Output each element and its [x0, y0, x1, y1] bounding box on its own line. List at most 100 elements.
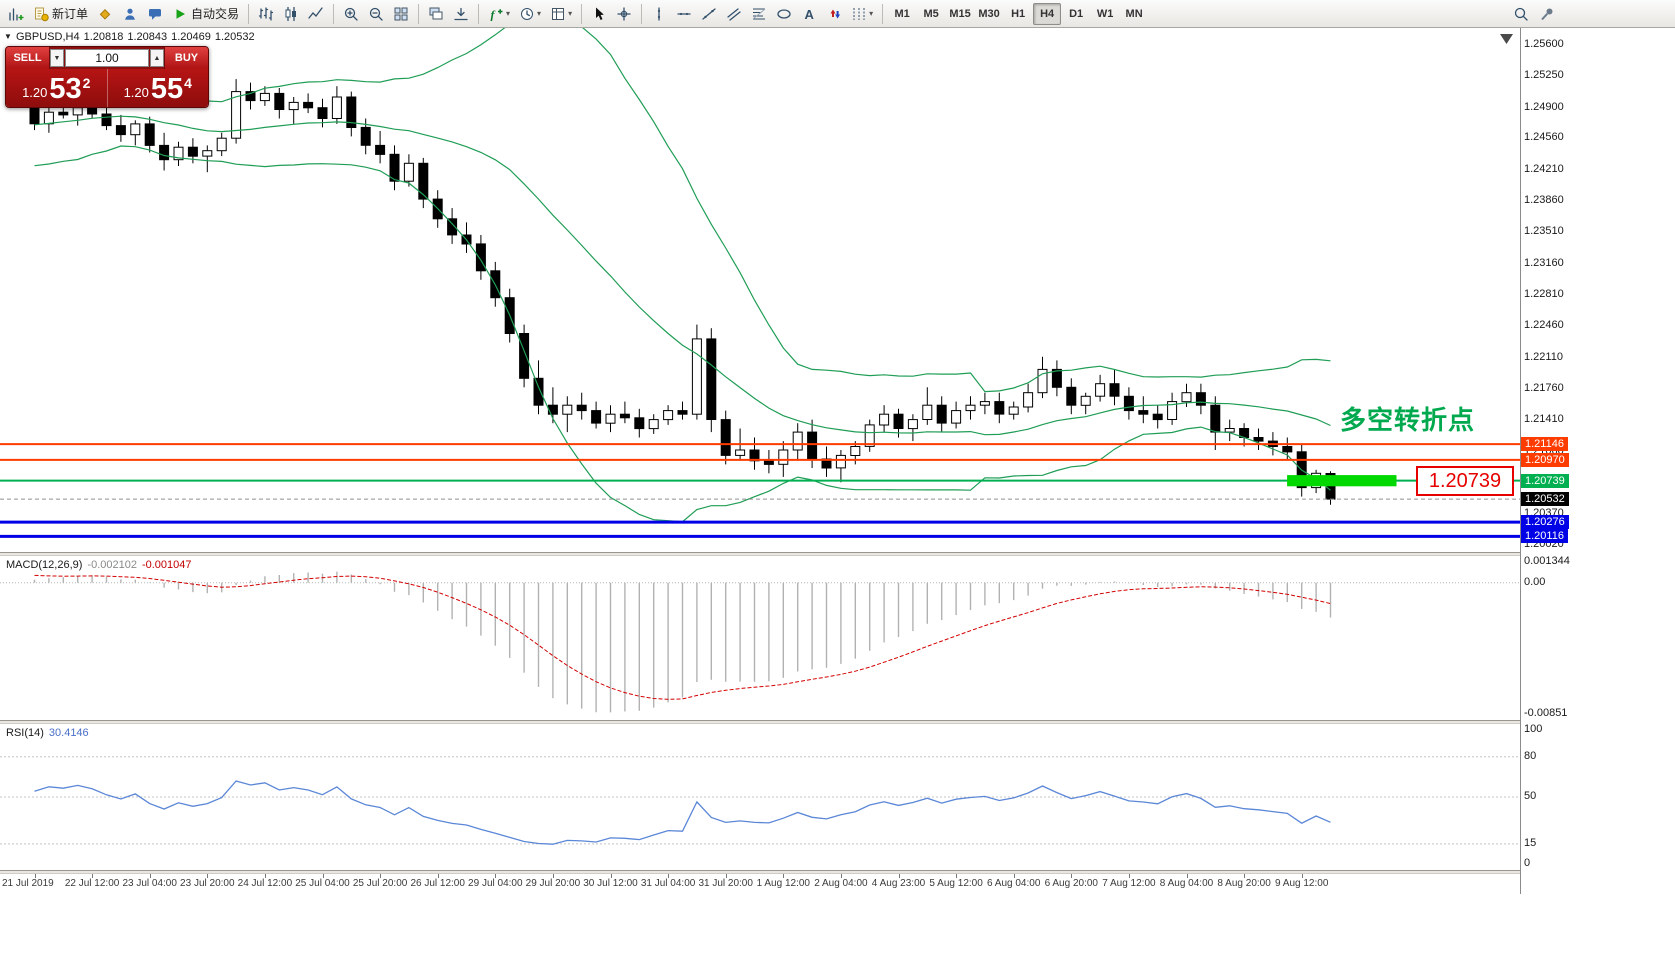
timeframe-mn-button[interactable]: MN	[1120, 3, 1148, 25]
price-tag-bid: 1.20532	[1521, 492, 1569, 507]
time-axis-label: 4 Aug 23:00	[871, 878, 926, 889]
zoom-in-button[interactable]	[339, 2, 363, 26]
toolbar-separator	[478, 3, 480, 24]
vertical-line-button[interactable]	[647, 2, 671, 26]
price-axis-border	[1520, 28, 1521, 894]
search-button[interactable]	[1509, 2, 1533, 26]
buy-price-big: 55	[150, 73, 184, 105]
new-chart-button[interactable]	[4, 2, 28, 26]
zoom-out-icon	[368, 6, 384, 22]
bar-chart-mode-button[interactable]	[254, 2, 278, 26]
toolbar-separator	[882, 3, 884, 24]
price-axis: 1.25600 1.25250 1.24900 1.24560 1.24210 1.238…	[1521, 28, 1675, 894]
toolbar-separator	[333, 3, 335, 24]
rsi-panel[interactable]	[0, 724, 1520, 870]
main-chart[interactable]	[0, 10, 1520, 552]
trendline-button[interactable]	[697, 2, 721, 26]
shapes-icon	[776, 6, 792, 22]
cycle-lines-button[interactable]: ▾	[847, 2, 877, 26]
autotrading-button[interactable]: 自动交易	[168, 2, 243, 26]
time-axis-tick	[34, 874, 36, 878]
price-axis-label: 1.24560	[1524, 131, 1564, 144]
templates-button[interactable]: ▾	[546, 2, 576, 26]
time-axis-label: 2 Aug 04:00	[814, 878, 868, 889]
crosshair-button[interactable]	[612, 2, 636, 26]
timeframe-m1-button[interactable]: M1	[888, 3, 916, 25]
arrow-objects-button[interactable]	[822, 2, 846, 26]
panel-splitter[interactable]	[0, 552, 1675, 556]
arrows-icon	[826, 6, 842, 22]
one-click-collapse-arrow[interactable]: ▼	[4, 32, 12, 41]
fibonacci-button[interactable]	[747, 2, 771, 26]
main-chart-svg[interactable]	[0, 10, 1520, 552]
text-label-button[interactable]: A	[797, 2, 821, 26]
sell-price-display[interactable]: 1.20 53 2	[6, 69, 108, 107]
timeframe-h4-button[interactable]: H4	[1033, 2, 1062, 25]
time-axis-tick	[92, 874, 94, 878]
time-axis-tick	[725, 874, 727, 878]
panel-splitter[interactable]	[0, 870, 1675, 874]
magnifier-icon	[1513, 6, 1529, 22]
toolbar: 新订单 自动交易 f ▾ ▾ ▾ A ▾ M1 M5 M15 M30 H1 H4 D1 W1 MN	[0, 0, 1675, 28]
chart-shift-button[interactable]	[449, 2, 473, 26]
profile-button[interactable]	[118, 2, 142, 26]
indicators-button[interactable]: f ▾	[484, 2, 514, 26]
toolbar-separator	[248, 3, 250, 24]
candlestick-mode-button[interactable]	[279, 2, 303, 26]
buy-price-display[interactable]: 1.20 55 4	[108, 69, 209, 107]
cursor-button[interactable]	[587, 2, 611, 26]
timeframe-m5-button[interactable]: M5	[917, 3, 945, 25]
trendline-icon	[701, 6, 717, 22]
volume-decrease-button[interactable]: ▼	[50, 49, 64, 67]
sell-button[interactable]: SELL	[6, 47, 50, 69]
chevron-down-icon: ▾	[506, 9, 511, 18]
panel-splitter[interactable]	[0, 720, 1675, 724]
auto-scroll-button[interactable]	[424, 2, 448, 26]
timeframe-d1-button[interactable]: D1	[1062, 3, 1090, 25]
shapes-button[interactable]	[772, 2, 796, 26]
time-axis-label: 23 Jul 20:00	[180, 878, 235, 889]
macd-svg[interactable]	[0, 556, 1520, 720]
macd-axis-label: 0.00	[1524, 575, 1546, 588]
timeframe-w1-button[interactable]: W1	[1091, 3, 1119, 25]
time-axis-tick	[1128, 874, 1130, 878]
price-axis-label: 1.22460	[1524, 319, 1564, 332]
price-axis-label: 1.21410	[1524, 413, 1564, 426]
rsi-label: RSI(14)	[6, 727, 44, 739]
time-axis-label: 29 Jul 20:00	[525, 878, 581, 889]
horizontal-line-button[interactable]	[672, 2, 696, 26]
timeframe-m15-button[interactable]: M15	[946, 3, 974, 25]
time-axis-label: 29 Jul 04:00	[468, 878, 523, 889]
svg-text:A: A	[805, 7, 815, 22]
time-axis-label: 24 Jul 12:00	[237, 878, 293, 889]
timeframe-h1-button[interactable]: H1	[1004, 3, 1032, 25]
new-order-button[interactable]: 新订单	[29, 2, 92, 26]
tile-windows-button[interactable]	[389, 2, 413, 26]
one-click-trading-panel: SELL ▼ ▲ BUY 1.20 53 2 1.20 55 4	[5, 46, 209, 108]
price-tag-line: 1.21146	[1521, 437, 1568, 452]
candles-layer	[29, 79, 1336, 505]
buy-button[interactable]: BUY	[164, 47, 208, 69]
bollinger-lower	[34, 145, 1331, 523]
toolbar-separator	[581, 3, 583, 24]
cycles-icon	[851, 6, 867, 22]
line-chart-mode-button[interactable]	[304, 2, 328, 26]
time-axis-label: 1 Aug 12:00	[756, 878, 810, 889]
price-tag-line: 1.20970	[1521, 452, 1569, 467]
rsi-svg[interactable]	[0, 724, 1520, 870]
data-window-button[interactable]	[143, 2, 167, 26]
zoom-out-button[interactable]	[364, 2, 388, 26]
pin-chart-button[interactable]	[1535, 2, 1559, 26]
metaeditor-button[interactable]	[93, 2, 117, 26]
macd-panel[interactable]	[0, 556, 1520, 720]
rsi-value: 30.4146	[48, 727, 89, 739]
support-zone-rectangle	[1287, 475, 1397, 487]
price-axis-label: 1.23860	[1524, 193, 1564, 206]
timeframe-m30-button[interactable]: M30	[975, 3, 1003, 25]
volume-input[interactable]	[66, 50, 148, 66]
fibo-icon	[751, 6, 767, 22]
polyline-icon	[308, 6, 324, 22]
equidistant-channel-button[interactable]	[722, 2, 746, 26]
volume-increase-button[interactable]: ▲	[150, 49, 164, 67]
periods-button[interactable]: ▾	[515, 2, 545, 26]
